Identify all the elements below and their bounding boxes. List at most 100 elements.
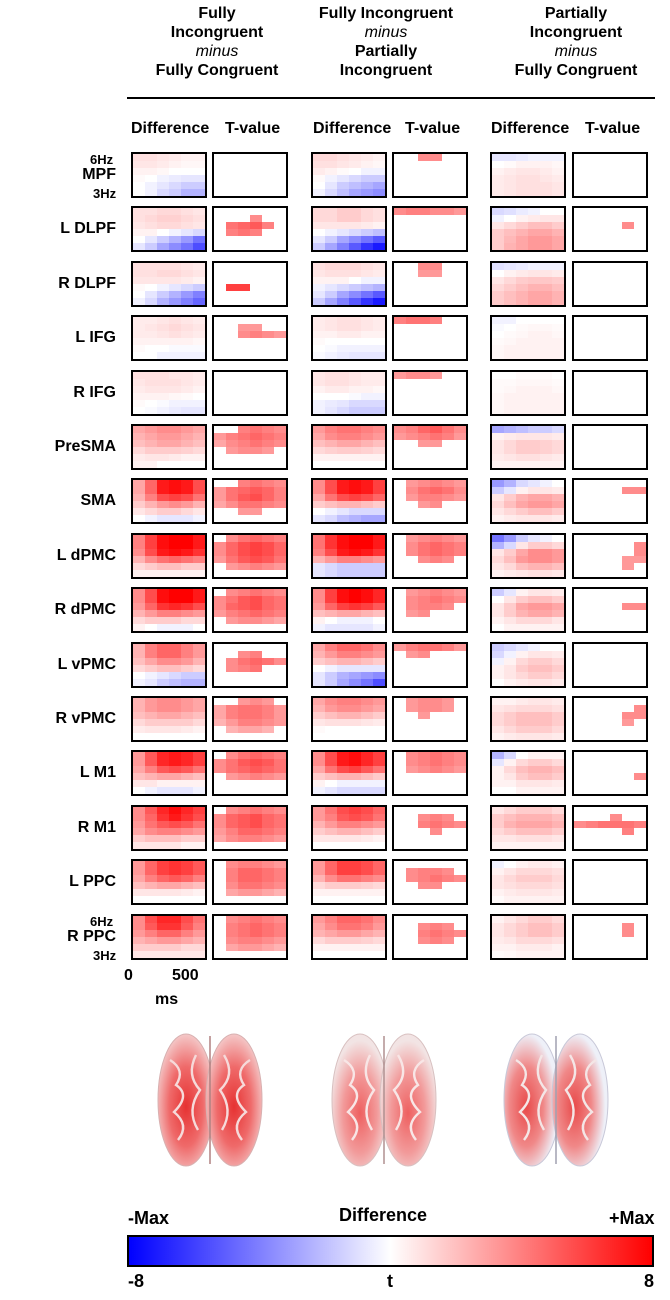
heatmap-cell — [394, 243, 406, 251]
tvalue-heatmap — [212, 696, 288, 742]
heatmap-cell — [574, 208, 586, 216]
heatmap-cell — [454, 726, 466, 733]
heatmap-cell — [250, 508, 262, 516]
heatmap-cell — [133, 624, 145, 632]
heatmap-cell — [504, 569, 516, 577]
heatmap-cell — [325, 759, 337, 767]
heatmap-cell — [373, 603, 385, 611]
heatmap-cell — [586, 290, 598, 298]
heatmap-cell — [540, 664, 552, 672]
heatmap-cell — [552, 841, 564, 849]
heatmap-cell — [313, 331, 325, 339]
heatmap-cell — [442, 317, 454, 325]
heatmap-cell — [169, 780, 181, 788]
heatmap-cell — [622, 290, 634, 298]
heatmap-cell — [361, 534, 373, 542]
heatmap-cell — [181, 664, 193, 672]
heatmap-cell — [492, 643, 504, 651]
heatmap-cell — [634, 813, 646, 821]
heatmap-cell — [226, 215, 238, 223]
heatmap-cell — [349, 534, 361, 542]
heatmap-cell — [516, 276, 528, 284]
heatmap-cell — [406, 269, 418, 277]
heatmap-cell — [313, 759, 325, 767]
heatmap-cell — [262, 841, 274, 849]
heatmap-cell — [133, 787, 145, 795]
heatmap-cell — [574, 650, 586, 658]
heatmap-cell — [133, 929, 145, 937]
heatmap-cell — [492, 875, 504, 883]
heatmap-cell — [361, 671, 373, 679]
heatmap-cell — [406, 222, 418, 230]
heatmap-cell — [504, 406, 516, 414]
heatmap-cell — [133, 733, 145, 740]
heatmap-cell — [394, 406, 406, 414]
heatmap-cell — [262, 705, 274, 712]
heatmap-cell — [145, 317, 157, 325]
heatmap-cell — [552, 229, 564, 237]
heatmap-cell — [157, 338, 169, 346]
heatmap-cell — [552, 276, 564, 284]
heatmap-cell — [325, 733, 337, 740]
heatmap-cell — [430, 508, 442, 516]
heatmap-cell — [504, 534, 516, 542]
heatmap-cell — [552, 596, 564, 604]
heatmap-cell — [214, 331, 226, 339]
heatmap-cell — [325, 243, 337, 251]
heatmap-cell — [337, 922, 349, 930]
heatmap-cell — [250, 813, 262, 821]
heatmap-cell — [622, 433, 634, 440]
heatmap-cell — [394, 229, 406, 237]
heatmap-cell — [313, 712, 325, 719]
heatmap-cell — [586, 603, 598, 611]
heatmap-cell — [454, 222, 466, 230]
row-label: R IFG — [73, 383, 116, 401]
heatmap-cell — [169, 548, 181, 556]
heatmap-cell — [262, 915, 274, 923]
heatmap-cell — [552, 813, 564, 821]
heatmap-cell — [373, 773, 385, 781]
heatmap-cell — [373, 719, 385, 726]
heatmap-cell — [622, 508, 634, 516]
heatmap-cell — [145, 787, 157, 795]
heatmap-cell — [133, 534, 145, 542]
heatmap-cell — [373, 950, 385, 958]
heatmap-cell — [442, 345, 454, 353]
heatmap-cell — [274, 766, 286, 774]
heatmap-cell — [516, 712, 528, 719]
heatmap-cell — [262, 664, 274, 672]
heatmap-cell — [373, 297, 385, 305]
heatmap-cell — [586, 705, 598, 712]
heatmap-cell — [361, 759, 373, 767]
heatmap-cell — [145, 705, 157, 712]
heatmap-cell — [193, 922, 205, 930]
heatmap-cell — [157, 399, 169, 407]
heatmap-cell — [418, 643, 430, 651]
heatmap-cell — [262, 161, 274, 168]
heatmap-cell — [373, 820, 385, 828]
heatmap-cell — [454, 290, 466, 298]
heatmap-cell — [406, 752, 418, 760]
heatmap-cell — [250, 752, 262, 760]
heatmap-cell — [454, 406, 466, 414]
heatmap-cell — [373, 454, 385, 461]
heatmap-cell — [492, 589, 504, 597]
heatmap-cell — [586, 175, 598, 182]
heatmap-cell — [540, 650, 552, 658]
tvalue-heatmap — [212, 260, 288, 307]
heatmap-cell — [274, 345, 286, 353]
heatmap-cell — [528, 678, 540, 686]
heatmap-cell — [145, 617, 157, 625]
heatmap-cell — [634, 406, 646, 414]
heatmap-cell — [610, 596, 622, 604]
heatmap-cell — [586, 399, 598, 407]
heatmap-cell — [610, 222, 622, 230]
tvalue-heatmap — [392, 587, 468, 634]
heatmap-cell — [181, 406, 193, 414]
heatmap-cell — [454, 875, 466, 883]
heatmap-cell — [622, 480, 634, 488]
heatmap-cell — [145, 806, 157, 814]
heatmap-cell — [610, 189, 622, 196]
heatmap-cell — [193, 426, 205, 433]
heatmap-cell — [349, 861, 361, 869]
